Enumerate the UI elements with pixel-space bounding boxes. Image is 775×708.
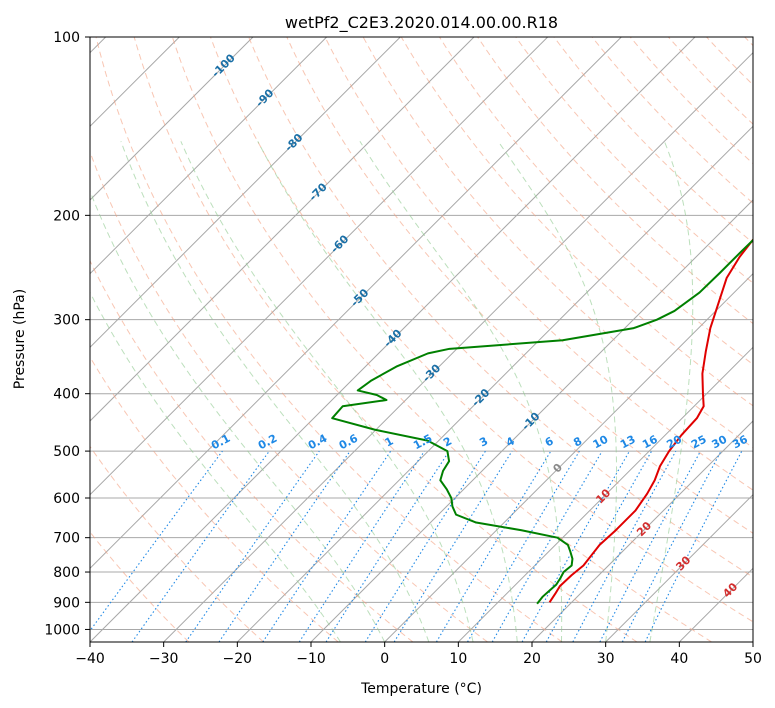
dry-adiabat-line	[515, 37, 753, 284]
y-tick-label: 400	[53, 387, 80, 403]
isotherm-line	[236, 125, 753, 642]
plot-frame	[89, 36, 754, 643]
mixing-ratio-line	[90, 450, 223, 632]
dry-adiabat-line	[324, 37, 753, 491]
isotherm-line	[457, 346, 753, 642]
mixing-ratio-line	[218, 450, 351, 642]
x-tick-label: −30	[149, 651, 179, 667]
y-tick-label: 100	[53, 30, 80, 46]
moist-adiabat-line	[649, 141, 694, 642]
isotherm-line	[90, 37, 622, 570]
dry-adiabat-line	[248, 37, 753, 578]
mixing-ratio-line	[521, 450, 630, 642]
x-tick-label: −20	[223, 651, 253, 667]
mixing-ratio-line	[545, 450, 653, 642]
dry-adiabat-line	[171, 37, 712, 642]
y-tick-label: 300	[53, 313, 80, 329]
x-tick-label: 50	[744, 651, 762, 667]
mixing-ratio-label: 16	[640, 433, 660, 452]
mixing-ratio-label: 13	[618, 433, 638, 452]
moist-adiabat-line	[90, 291, 341, 642]
y-axis-label: Pressure (hPa)	[12, 289, 28, 389]
isotherm-line	[384, 272, 753, 642]
dry-adiabat-line	[90, 356, 339, 642]
temperature-profile-line	[548, 238, 753, 603]
y-tick-label: 900	[53, 595, 80, 611]
mixing-ratio-label: 25	[689, 433, 709, 452]
mixing-ratio-line	[572, 450, 677, 642]
dry-adiabat-line	[210, 37, 753, 623]
mixing-ratio-label: 20	[664, 433, 684, 452]
moist-adiabat-line	[90, 189, 386, 642]
y-tick-label: 800	[53, 565, 80, 581]
x-tick-label: 20	[523, 651, 541, 667]
x-tick-label: 40	[670, 651, 688, 667]
axes: −40 −30 −20 −10 0 10 20 30 40 50 100 200 300 400 500 60…	[44, 30, 762, 667]
dry-adiabat-line	[95, 37, 563, 642]
x-tick-label: 30	[597, 651, 615, 667]
moist-adiabat-line	[497, 141, 618, 642]
y-tick-label: 500	[53, 444, 80, 460]
mixing-ratio-line	[185, 450, 320, 642]
mixing-ratio-line	[131, 450, 270, 642]
y-tick-label: 700	[53, 531, 80, 547]
dry-adiabat-line	[133, 37, 638, 642]
isotherm-line	[90, 37, 401, 349]
x-tick-label: 10	[449, 651, 467, 667]
x-tick-label: −40	[75, 651, 105, 667]
mixing-ratio-label: 30	[710, 433, 730, 452]
moist-adiabat-line	[120, 141, 430, 642]
isotherm-line	[90, 37, 254, 201]
y-tick-label: 600	[53, 491, 80, 507]
dry-adiabat-line	[90, 259, 414, 642]
isotherm-line	[90, 37, 696, 642]
dry-adiabat-line	[286, 37, 753, 534]
x-tick-label: −10	[296, 651, 326, 667]
y-tick-label: 200	[53, 208, 80, 224]
dry-adiabat-line	[90, 445, 264, 642]
isotherm-line	[90, 37, 549, 496]
mixing-ratio-line	[644, 450, 743, 642]
isotherm-line	[531, 420, 753, 642]
x-tick-label: 0	[380, 651, 389, 667]
isotherm-line	[90, 37, 475, 422]
moist-adiabat-line	[180, 141, 474, 642]
isotherm-line	[90, 37, 328, 275]
moist-adiabat-line	[359, 141, 563, 642]
mixing-ratio-line	[298, 450, 425, 642]
mixing-ratio-line	[325, 450, 450, 642]
mixing-ratio-line	[393, 450, 513, 642]
profile-lines	[331, 238, 753, 605]
mixing-ratio-label: 10	[591, 433, 611, 452]
y-tick-label: 1000	[44, 622, 80, 638]
mixing-ratio-label: 36	[730, 433, 750, 452]
chart-title: wetPf2_C2E3.2020.014.00.00.R18	[285, 13, 558, 33]
x-axis-label: Temperature (°C)	[360, 681, 482, 697]
isotherm-line	[605, 493, 753, 642]
mixing-ratio-line	[262, 450, 392, 642]
isotherm-line	[163, 51, 753, 642]
reference-lines	[90, 37, 753, 642]
dewpoint-profile-line	[331, 238, 753, 605]
